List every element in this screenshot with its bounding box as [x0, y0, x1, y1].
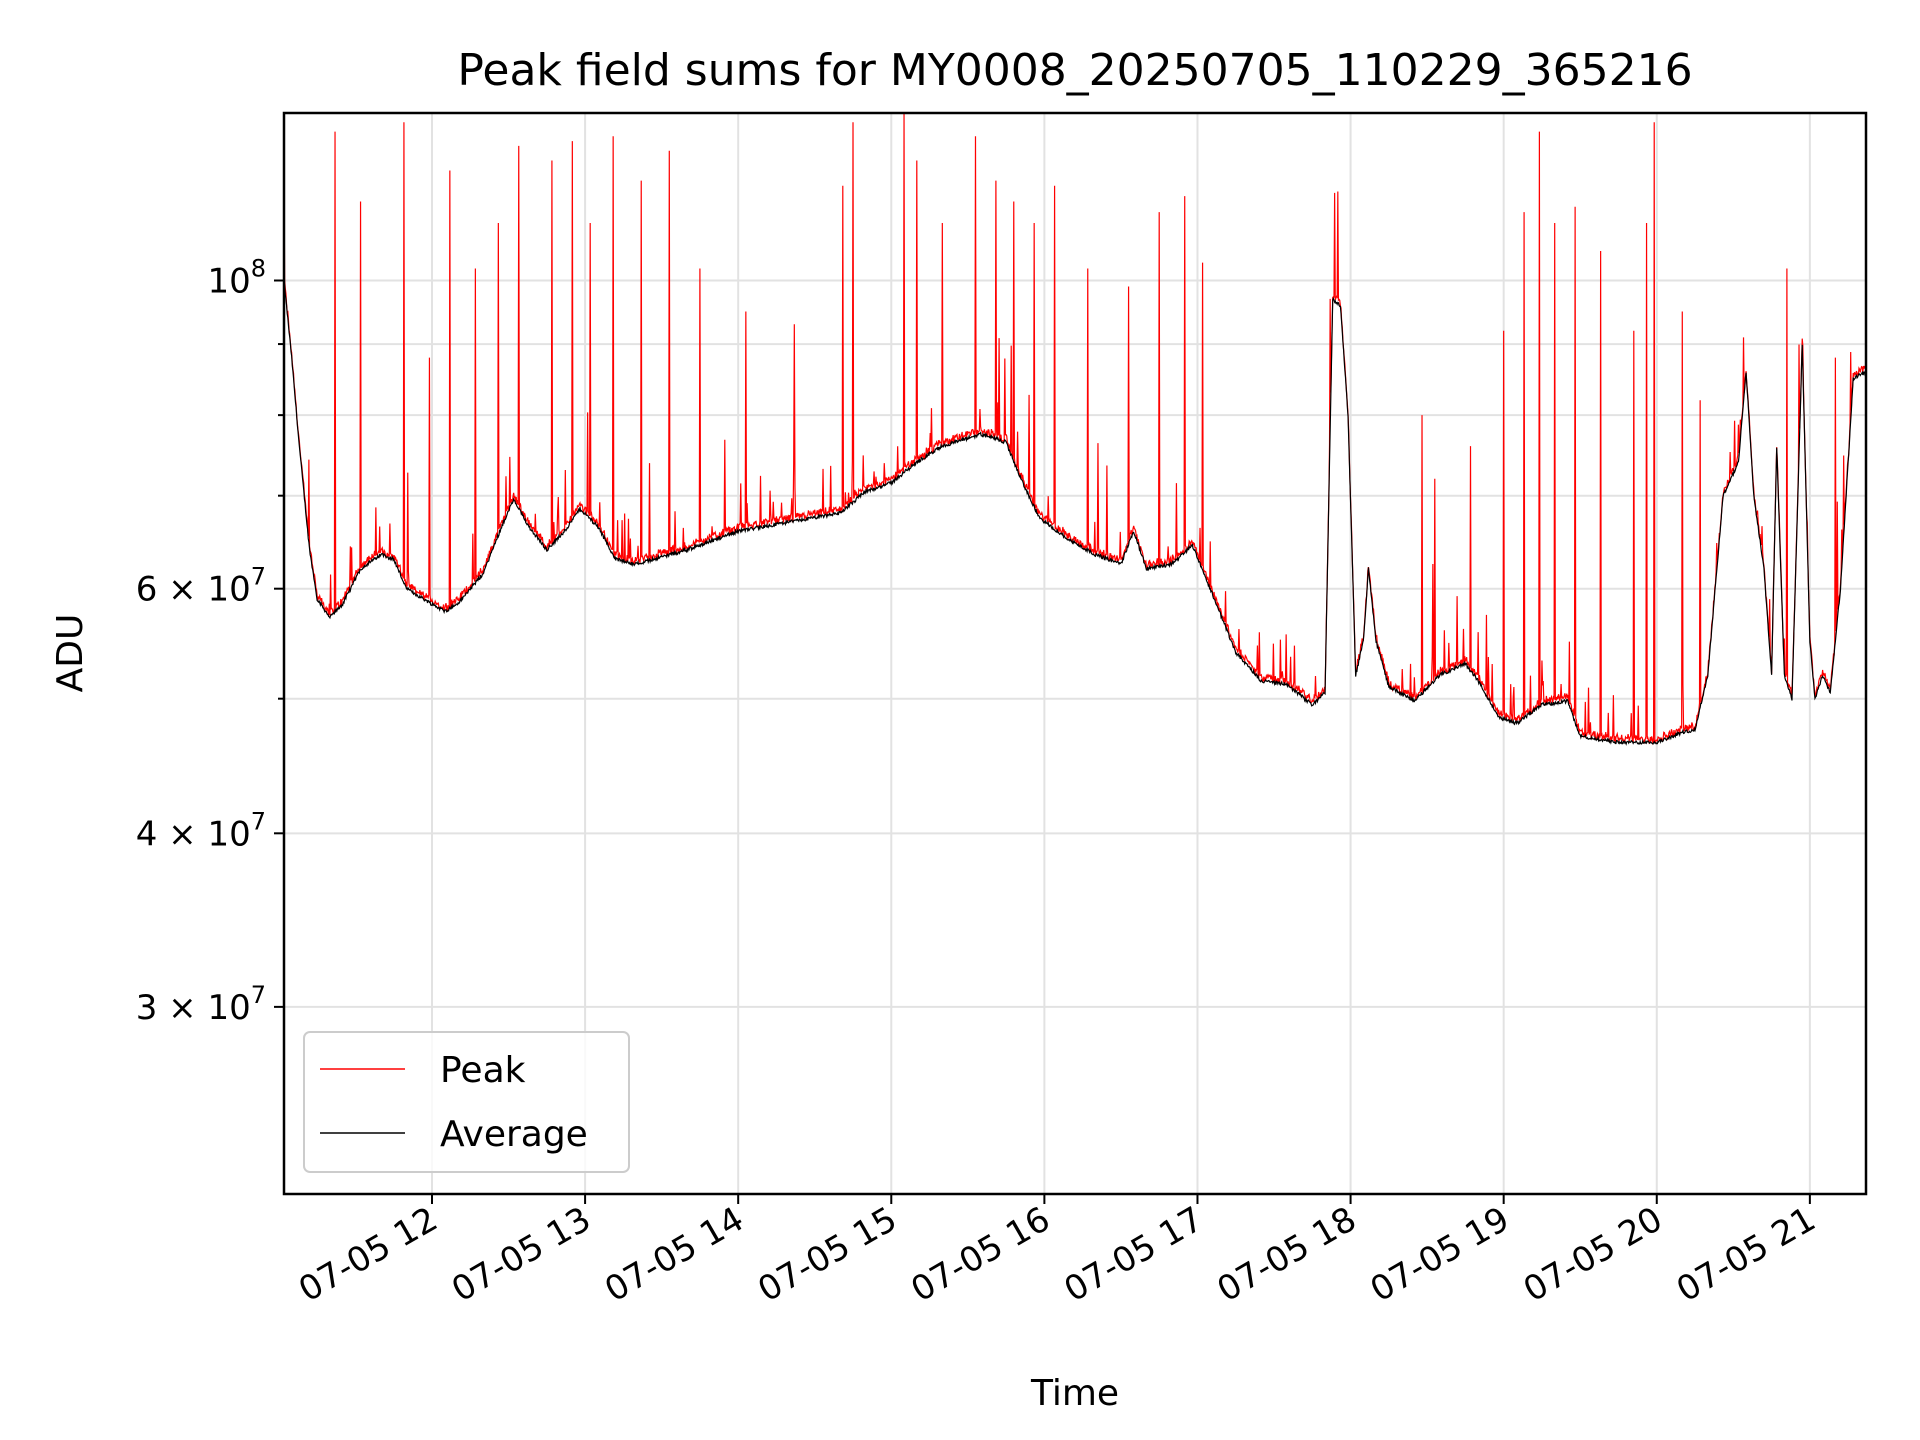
x-tick-label: 07-05 18 [1211, 1199, 1363, 1310]
y-tick-label: 4 × 107 [136, 807, 266, 854]
plot-frame [282, 111, 1868, 1196]
x-tick-label: 07-05 16 [904, 1199, 1056, 1310]
x-axis-label: Time [1030, 1373, 1119, 1414]
legend-box [303, 1031, 630, 1173]
series-line-peak [284, 113, 1866, 746]
x-tick-label: 07-05 15 [751, 1199, 903, 1310]
legend-label-peak: Peak [440, 1050, 526, 1091]
x-tick-label: 07-05 21 [1670, 1199, 1822, 1310]
x-tick-label: 07-05 19 [1364, 1199, 1516, 1310]
legend: Peak Average [303, 1031, 630, 1173]
series-line-average [284, 279, 1866, 746]
x-tick-label: 07-05 20 [1517, 1199, 1669, 1310]
x-tick-label: 07-05 13 [445, 1199, 597, 1310]
x-tick-label: 07-05 12 [292, 1199, 444, 1310]
plot-area [284, 113, 1866, 746]
x-tick-label: 07-05 17 [1058, 1199, 1210, 1310]
y-tick-label: 108 [207, 255, 266, 302]
gridlines [284, 113, 1866, 1194]
legend-label-average: Average [440, 1114, 588, 1155]
y-tick-label: 3 × 107 [136, 981, 266, 1028]
y-tick-label: 6 × 107 [136, 563, 266, 610]
x-tick-label: 07-05 14 [598, 1199, 750, 1310]
y-axis-label: ADU [50, 614, 91, 693]
chart-title: Peak field sums for MY0008_20250705_1102… [457, 45, 1692, 96]
